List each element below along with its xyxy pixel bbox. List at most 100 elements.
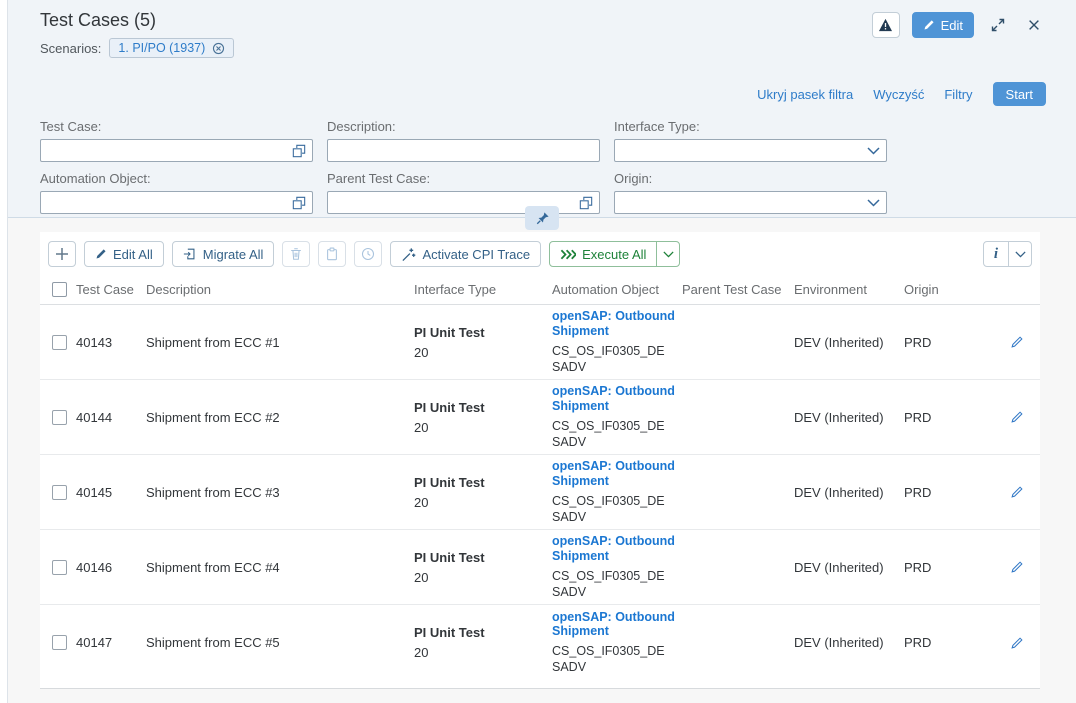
chevron-down-icon	[1014, 251, 1026, 258]
column-header-test-case[interactable]: Test Case	[76, 282, 134, 297]
cell-environment: DEV (Inherited)	[794, 409, 884, 425]
clipboard-icon	[325, 247, 339, 261]
activate-cpi-trace-button[interactable]: Activate CPI Trace	[390, 241, 542, 267]
description-input[interactable]	[327, 139, 600, 162]
table-header-row: Test Case Description Interface Type Aut…	[40, 275, 1040, 305]
interface-type-select[interactable]	[614, 139, 887, 162]
column-header-environment[interactable]: Environment	[794, 282, 867, 297]
column-header-parent-test-case[interactable]: Parent Test Case	[682, 282, 782, 297]
parent-test-case-input[interactable]	[327, 191, 600, 214]
pin-filterbar-button[interactable]	[525, 206, 559, 230]
filter-field-interface-type: Interface Type:	[614, 119, 887, 162]
table-row: 40146 Shipment from ECC #4 PI Unit Test …	[40, 530, 1040, 605]
filter-field-test-case: Test Case:	[40, 119, 313, 162]
cell-environment: DEV (Inherited)	[794, 334, 884, 350]
automation-object-link[interactable]: openSAP: Outbound Shipment	[552, 459, 675, 488]
cell-interface-type: PI Unit Test 20	[414, 474, 485, 510]
delete-button[interactable]	[282, 241, 311, 267]
filter-fields: Test Case: Description: Interface Type:	[40, 119, 1046, 214]
start-button[interactable]: Start	[992, 82, 1046, 106]
row-checkbox[interactable]	[52, 334, 67, 350]
close-icon	[1027, 18, 1041, 32]
column-header-automation-object[interactable]: Automation Object	[552, 282, 659, 297]
cell-automation-object: openSAP: Outbound Shipment CS_OS_IF0305_…	[552, 610, 682, 676]
cell-automation-object: openSAP: Outbound Shipment CS_OS_IF0305_…	[552, 384, 682, 450]
row-edit-button[interactable]	[1010, 335, 1024, 349]
table-row: 40143 Shipment from ECC #1 PI Unit Test …	[40, 305, 1040, 380]
edit-button[interactable]: Edit	[911, 12, 974, 38]
test-cases-table-card: Edit All Migrate All	[40, 232, 1040, 689]
row-checkbox[interactable]	[52, 484, 67, 500]
table-row: 40145 Shipment from ECC #3 PI Unit Test …	[40, 455, 1040, 530]
pencil-icon	[1010, 485, 1024, 499]
automation-object-link[interactable]: openSAP: Outbound Shipment	[552, 609, 675, 639]
cell-origin: PRD	[904, 559, 932, 575]
filter-label-interface-type: Interface Type:	[614, 119, 700, 134]
header-filter-zone: Test Cases (5) Scenarios: 1. PI/PO (1937…	[8, 0, 1076, 218]
cell-origin: PRD	[904, 409, 932, 425]
cell-description: Shipment from ECC #5	[146, 635, 280, 650]
page-title: Test Cases (5)	[40, 10, 157, 30]
filter-label-parent-test-case: Parent Test Case:	[327, 171, 431, 186]
select-all-checkbox[interactable]	[52, 282, 67, 297]
add-test-case-button[interactable]	[48, 241, 76, 267]
close-button[interactable]	[1022, 12, 1046, 38]
pencil-icon	[1010, 636, 1024, 650]
edit-all-button[interactable]: Edit All	[84, 241, 164, 267]
cell-environment: DEV (Inherited)	[794, 484, 884, 500]
automation-object-link[interactable]: openSAP: Outbound Shipment	[552, 534, 675, 563]
row-edit-button[interactable]	[1010, 410, 1024, 424]
column-header-description[interactable]: Description	[146, 282, 212, 297]
origin-select[interactable]	[614, 191, 887, 214]
cell-origin: PRD	[904, 334, 932, 350]
execute-all-button[interactable]: Execute All	[549, 241, 658, 267]
value-help-icon[interactable]	[292, 196, 306, 210]
paste-button[interactable]	[318, 241, 347, 267]
cell-automation-object: openSAP: Outbound Shipment CS_OS_IF0305_…	[552, 534, 682, 600]
info-button[interactable]: i	[983, 241, 1009, 267]
row-checkbox[interactable]	[52, 559, 67, 575]
migrate-all-button[interactable]: Migrate All	[171, 241, 275, 267]
expand-icon	[990, 17, 1006, 33]
scenarios-label: Scenarios:	[40, 40, 102, 56]
warnings-button[interactable]	[871, 12, 900, 38]
column-header-interface-type[interactable]: Interface Type	[414, 282, 497, 297]
row-edit-button[interactable]	[1010, 560, 1024, 574]
cell-automation-object: openSAP: Outbound Shipment CS_OS_IF0305_…	[552, 459, 682, 525]
automation-object-input[interactable]	[40, 191, 313, 214]
table-row: 40147 Shipment from ECC #5 PI Unit Test …	[40, 605, 1040, 680]
cell-automation-object: openSAP: Outbound Shipment CS_OS_IF0305_…	[552, 309, 682, 375]
row-edit-button[interactable]	[1010, 485, 1024, 499]
column-header-origin[interactable]: Origin	[904, 282, 939, 297]
chevron-down-icon[interactable]	[867, 198, 880, 207]
test-case-input[interactable]	[40, 139, 313, 162]
automation-object-link[interactable]: openSAP: Outbound Shipment	[552, 309, 675, 338]
chevron-down-icon[interactable]	[867, 146, 880, 155]
automation-object-link[interactable]: openSAP: Outbound Shipment	[552, 384, 675, 413]
hide-filterbar-link[interactable]: Ukryj pasek filtra	[757, 86, 854, 102]
value-help-icon[interactable]	[579, 196, 593, 210]
cell-test-case: 40144	[76, 409, 113, 425]
clock-icon	[361, 247, 375, 261]
filterbar-actions: Ukryj pasek filtra Wyczyść Filtry Start	[40, 82, 1046, 106]
clear-filters-link[interactable]: Wyczyść	[873, 86, 925, 102]
row-edit-button[interactable]	[1010, 636, 1024, 650]
scenario-token-label: 1. PI/PO (1937)	[118, 41, 206, 55]
filters-link[interactable]: Filtry	[944, 86, 973, 102]
cell-test-case: 40143	[76, 334, 113, 350]
scenario-token[interactable]: 1. PI/PO (1937)	[109, 38, 235, 58]
cell-origin: PRD	[904, 635, 932, 650]
filter-field-automation-object: Automation Object:	[40, 171, 313, 214]
plus-icon	[55, 247, 69, 261]
cell-interface-type: PI Unit Test 20	[414, 399, 485, 435]
history-button[interactable]	[354, 241, 383, 267]
execute-all-menu-button[interactable]	[656, 241, 681, 267]
row-checkbox[interactable]	[52, 635, 67, 650]
value-help-icon[interactable]	[292, 144, 306, 158]
info-menu-button[interactable]	[1008, 241, 1032, 267]
enter-fullscreen-button[interactable]	[986, 12, 1010, 38]
row-checkbox[interactable]	[52, 409, 67, 425]
edit-button-label: Edit	[940, 17, 963, 33]
token-remove-icon[interactable]	[212, 42, 225, 55]
filter-label-test-case: Test Case:	[40, 119, 102, 134]
